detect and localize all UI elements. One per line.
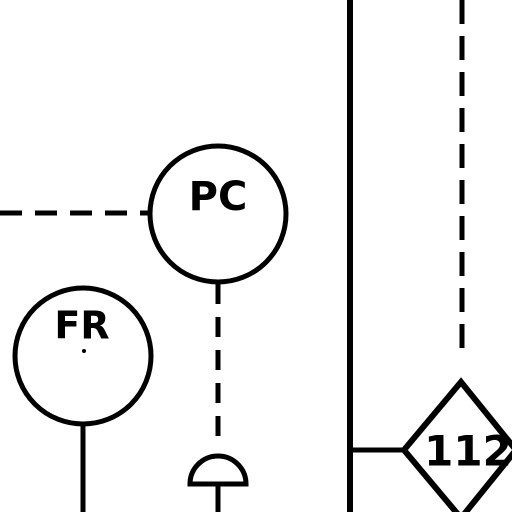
diamond-symbol[interactable]: [400, 377, 512, 512]
diaphragm-actuator-icon: [187, 453, 249, 487]
fr-dot-mark: [82, 349, 86, 353]
pc-instrument-tag: PC: [189, 174, 248, 220]
diamond-label: 112: [424, 427, 512, 476]
fr-instrument-tag: FR: [54, 304, 109, 348]
pc-instrument-bubble[interactable]: [147, 143, 289, 285]
